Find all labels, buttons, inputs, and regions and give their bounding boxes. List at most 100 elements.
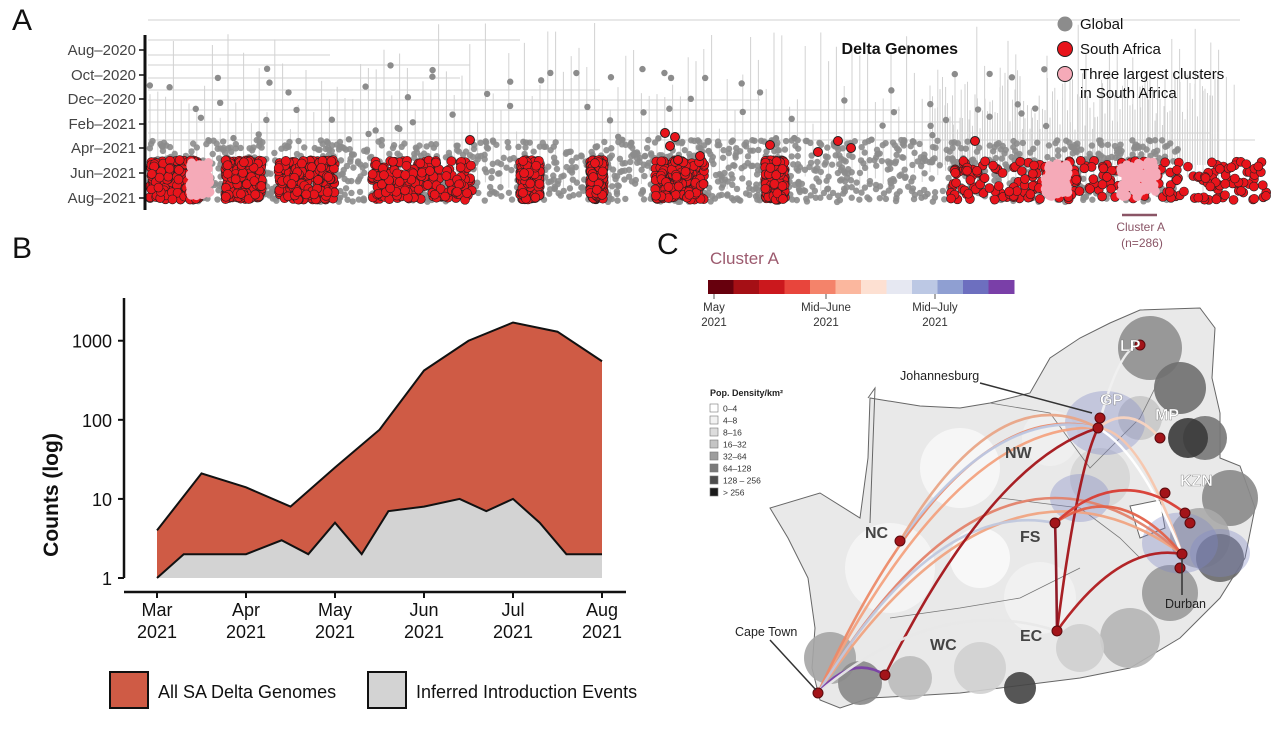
- global-tip: [547, 69, 554, 77]
- global-tip: [999, 142, 1006, 150]
- global-tip: [971, 159, 979, 167]
- legend-label: South Africa: [1080, 41, 1162, 58]
- global-tip: [432, 141, 440, 148]
- global-tip: [919, 158, 926, 165]
- sa-tip: [950, 168, 961, 178]
- global-tip: [754, 167, 762, 174]
- sa-tip: [167, 194, 178, 205]
- sa-tip: [462, 188, 472, 199]
- sa-tip: [367, 169, 378, 180]
- x-tick-label: Jun: [409, 600, 438, 620]
- global-tip: [504, 138, 511, 146]
- global-tip: [774, 147, 781, 154]
- global-tip: [592, 144, 600, 151]
- global-tip: [611, 172, 618, 180]
- sa-tip: [965, 175, 976, 185]
- sa-tip: [401, 160, 412, 171]
- sa-tip: [1211, 194, 1222, 205]
- legend-label: Three largest clusters: [1080, 66, 1224, 83]
- global-tip: [861, 139, 869, 146]
- density-swatch: [709, 463, 719, 473]
- global-tip: [866, 157, 873, 164]
- cluster-tip: [1135, 183, 1145, 193]
- global-tip: [607, 74, 615, 81]
- cluster-tip: [1051, 174, 1061, 184]
- global-tip: [737, 197, 744, 204]
- global-tip: [841, 97, 848, 104]
- global-tip: [508, 166, 515, 174]
- global-tip: [895, 146, 902, 154]
- sa-tip: [154, 172, 165, 183]
- global-tip: [791, 181, 799, 189]
- sa-tip: [1074, 186, 1085, 196]
- sa-tip: [1220, 190, 1230, 200]
- province-label-wc: WC: [930, 637, 957, 654]
- x-tick-label: 2021: [493, 622, 533, 642]
- global-tip: [1065, 139, 1073, 146]
- cluster-tip: [202, 161, 212, 171]
- global-tip: [1108, 153, 1115, 161]
- global-tip: [505, 144, 512, 151]
- density-label: 0–4: [723, 404, 737, 414]
- global-tip: [667, 74, 675, 82]
- global-tip: [793, 165, 800, 173]
- global-tip: [550, 154, 558, 161]
- global-tip: [889, 139, 897, 146]
- global-tip: [719, 181, 727, 189]
- global-tip: [872, 185, 880, 193]
- sa-tip: [972, 165, 982, 176]
- global-tip: [621, 176, 628, 183]
- sa-tip: [1179, 186, 1189, 197]
- global-tip: [489, 160, 496, 168]
- global-tip: [496, 170, 503, 177]
- global-tip: [900, 142, 908, 149]
- density-patch: [1154, 362, 1206, 414]
- sa-tip: [1205, 181, 1216, 192]
- sa-tip: [1029, 160, 1039, 171]
- global-tip: [344, 196, 351, 203]
- global-tip: [636, 154, 644, 162]
- global-tip: [326, 146, 333, 154]
- sa-tip: [326, 156, 337, 166]
- sa-tip: [993, 181, 1004, 191]
- global-tip: [342, 185, 350, 192]
- global-tip: [929, 143, 937, 151]
- global-tip: [730, 161, 737, 169]
- colorbar-segment: [733, 280, 760, 294]
- sa-tip: [946, 193, 956, 204]
- global-tip: [733, 185, 741, 193]
- global-tip: [661, 69, 668, 77]
- density-patch: [1196, 534, 1244, 582]
- global-tip: [348, 189, 355, 197]
- sa-tip: [531, 160, 541, 171]
- sa-tip: [1071, 175, 1082, 185]
- global-tip: [836, 197, 844, 204]
- legend-swatch: [1057, 16, 1073, 32]
- global-tip: [941, 196, 948, 203]
- global-tip: [824, 185, 831, 193]
- sa-tip: [698, 179, 709, 189]
- colorbar-segment: [835, 280, 862, 294]
- density-patch: [1004, 672, 1036, 704]
- global-tip: [220, 138, 227, 145]
- global-tip: [197, 114, 205, 121]
- sa-tip: [1020, 174, 1030, 184]
- global-tip: [1054, 147, 1062, 154]
- global-tip: [503, 164, 510, 171]
- global-tip: [158, 142, 166, 150]
- global-tip: [494, 159, 501, 166]
- sa-tip: [771, 156, 782, 167]
- global-tip: [811, 187, 819, 195]
- global-tip: [618, 141, 626, 148]
- global-tip: [1171, 148, 1179, 155]
- sa-tip: [323, 172, 334, 182]
- province-label-fs: FS: [1020, 529, 1041, 546]
- y-tick-label: Dec–2020: [68, 91, 136, 108]
- y-tick-label: Apr–2021: [71, 140, 136, 157]
- global-tip: [704, 138, 712, 146]
- sa-tip: [417, 167, 427, 178]
- global-tip: [744, 153, 752, 160]
- axes: 1101001000Mar2021Apr2021May2021Jun2021Ju…: [72, 298, 626, 642]
- global-tip: [848, 183, 855, 191]
- global-tip: [622, 195, 629, 203]
